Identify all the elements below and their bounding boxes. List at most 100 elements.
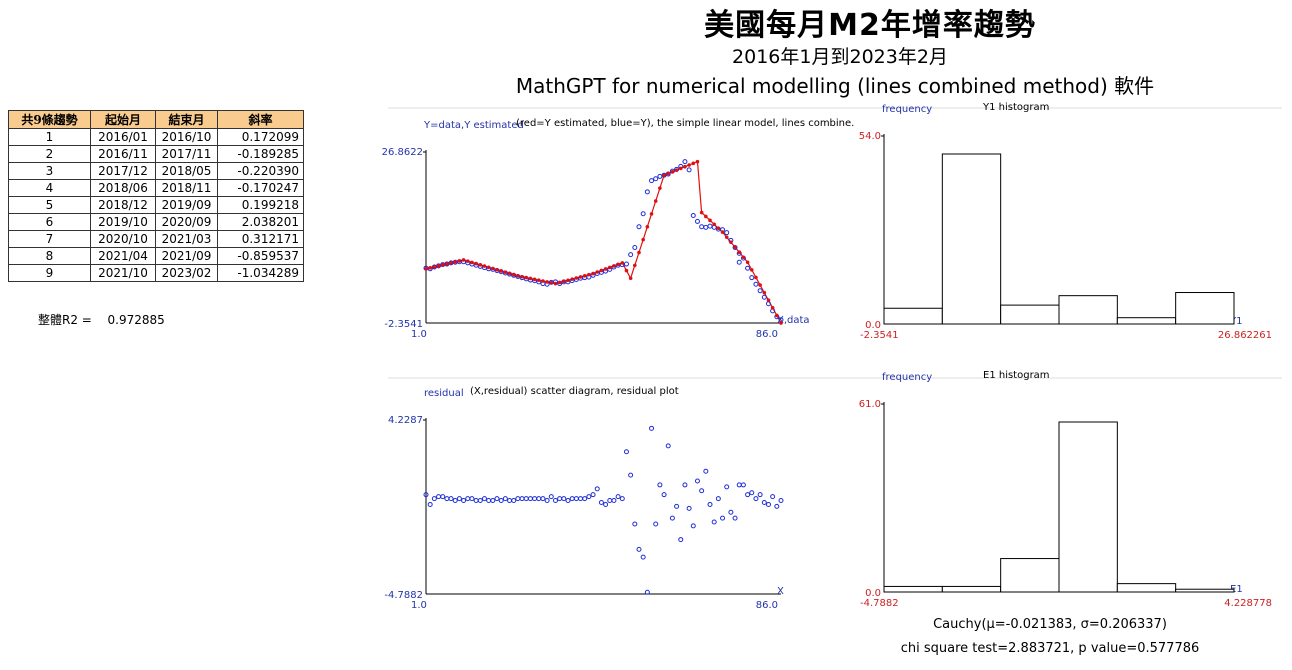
start-month-cell: 2016/01 xyxy=(90,128,156,146)
e1-histogram-bar xyxy=(941,585,1002,593)
e1-histogram-bar xyxy=(1000,558,1060,593)
residual-point xyxy=(548,494,554,500)
estimate-point xyxy=(570,277,574,281)
data-point xyxy=(761,294,767,300)
residual-point xyxy=(436,494,442,500)
software-subtitle: MathGPT for numerical modelling (lines c… xyxy=(515,74,1155,98)
estimate-point xyxy=(507,271,512,276)
table-row: 2 2016/11 2017/11 -0.189285 xyxy=(8,145,304,163)
residual-point xyxy=(557,496,563,502)
residual-plot-caption: (X,residual) scatter diagram, residual p… xyxy=(470,386,679,397)
estimate-point xyxy=(486,265,491,270)
start-month-cell: 2017/12 xyxy=(90,162,156,180)
residual-point xyxy=(657,482,663,488)
residual-point xyxy=(561,496,567,502)
estimate-point xyxy=(453,260,458,264)
estimate-point xyxy=(603,267,608,271)
residual-point xyxy=(607,498,613,504)
residual-point xyxy=(540,496,546,502)
residual-point xyxy=(594,486,600,492)
estimate-point xyxy=(520,274,524,279)
residual-point xyxy=(511,498,517,504)
e1-histogram-x-axis-title: E1 xyxy=(1230,584,1243,595)
estimate-point xyxy=(449,261,453,265)
table-row: 3 2017/12 2018/05 -0.220390 xyxy=(8,162,304,180)
data-point xyxy=(736,259,742,265)
data-point xyxy=(703,224,709,230)
estimate-point xyxy=(687,163,691,167)
estimate-point xyxy=(436,264,441,268)
residual-point xyxy=(456,496,462,502)
e1-histogram-x-max-label: 4.228778 xyxy=(1224,598,1272,609)
residual-point xyxy=(448,496,454,502)
r2-value: 0.972885 xyxy=(107,313,165,327)
trend-segments-table: 共9條趨勢 起始月 結束月 斜率 1 2016/01 2016/10 0.172099… xyxy=(8,110,304,282)
residual-point xyxy=(427,501,433,507)
e1-histogram-y-min-label: 0.0 xyxy=(865,588,881,599)
estimate-point xyxy=(729,240,733,244)
estimate-point xyxy=(545,280,549,284)
y1-histogram-y-axis-title: frequency xyxy=(882,104,932,115)
data-point xyxy=(653,176,659,182)
fit-plot-y-axis-title: Y=data,Y estimated xyxy=(423,120,524,131)
estimate-point xyxy=(649,212,654,216)
estimate-point xyxy=(445,262,449,266)
y1-histogram-bar xyxy=(883,307,943,325)
data-point xyxy=(623,261,629,267)
estimate-point xyxy=(516,274,520,278)
data-point xyxy=(757,288,763,294)
residual-point xyxy=(590,492,596,498)
estimate-point xyxy=(599,268,604,273)
data-point xyxy=(644,189,650,195)
data-point xyxy=(707,223,713,229)
residual-point xyxy=(757,492,763,498)
y1-histogram-bar xyxy=(1116,317,1177,325)
residual-point xyxy=(707,501,713,507)
fit-plot-caption: (red=Y estimated, blue=Y), the simple li… xyxy=(516,118,854,129)
estimate-point xyxy=(482,264,487,268)
residual-point xyxy=(552,498,558,504)
y1-histogram-bar xyxy=(1175,292,1235,325)
residual-point xyxy=(682,482,688,488)
table-row: 9 2021/10 2023/02 -1.034289 xyxy=(8,264,304,282)
residual-point xyxy=(632,521,638,527)
estimate-point xyxy=(503,270,508,275)
estimate-point xyxy=(758,283,762,287)
slope-cell: 0.312171 xyxy=(217,230,304,248)
estimate-point xyxy=(708,218,712,223)
residual-plot-x-axis-title: X xyxy=(777,586,784,597)
estimate-point xyxy=(440,263,445,267)
residual-point xyxy=(611,498,617,504)
estimate-point xyxy=(591,271,595,276)
estimate-point xyxy=(749,268,754,272)
residual-point xyxy=(728,509,734,515)
y1-histogram-x-max-label: 26.862261 xyxy=(1218,330,1272,341)
estimate-point xyxy=(775,313,779,318)
residual-point xyxy=(674,503,680,509)
y1-histogram-x-axis-title: Y1 xyxy=(1229,316,1242,327)
residual-point xyxy=(565,498,571,504)
cauchy-fit-text: Cauchy(μ=-0.021383, σ=0.206337) xyxy=(933,617,1167,632)
estimate-point xyxy=(587,272,591,277)
data-point xyxy=(636,224,642,230)
table-row: 4 2018/06 2018/11 -0.170247 xyxy=(8,179,304,197)
estimate-point xyxy=(699,210,704,215)
residual-point xyxy=(465,496,471,502)
data-point xyxy=(632,244,638,250)
estimate-point xyxy=(474,261,478,266)
residual-point xyxy=(640,554,646,560)
residual-point xyxy=(623,449,629,455)
estimate-point xyxy=(695,159,700,164)
estimate-point xyxy=(528,276,533,281)
estimate-point xyxy=(737,250,742,255)
residual-point xyxy=(573,496,579,502)
estimate-point xyxy=(653,199,658,203)
residual-point xyxy=(444,496,450,502)
residual-point xyxy=(527,496,533,502)
y1-histogram-bar xyxy=(1000,304,1060,325)
residual-point xyxy=(653,521,659,527)
residual-point xyxy=(636,546,642,552)
y1-histogram-bar xyxy=(1058,295,1118,325)
estimate-point xyxy=(499,269,503,273)
estimate-point xyxy=(607,265,612,270)
